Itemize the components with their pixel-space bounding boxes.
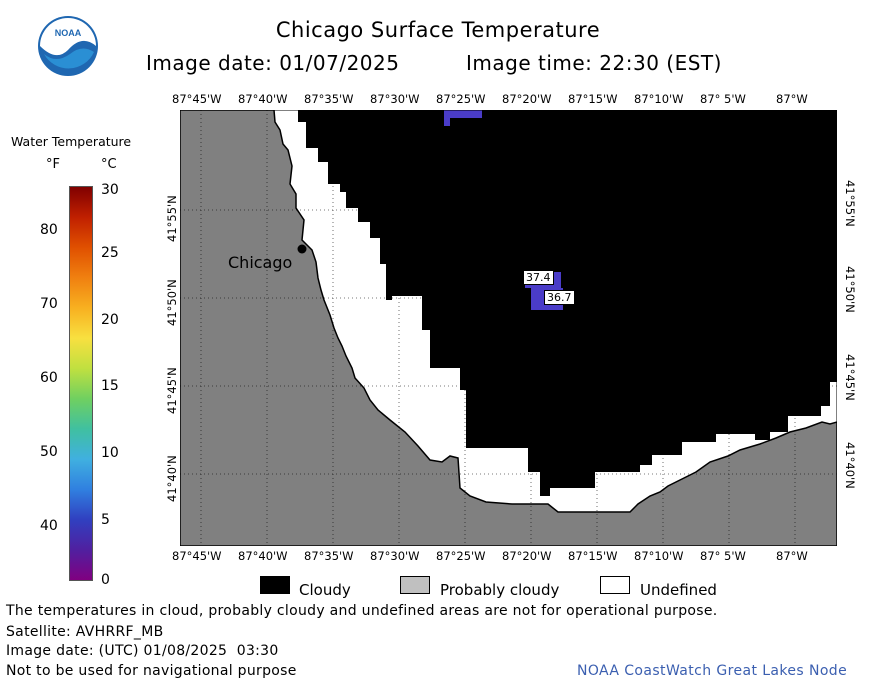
colorbar-f-label: 80 [40,222,58,238]
lat-tick-label-left: 41°50'N [165,279,179,326]
lat-tick-label-left: 41°55'N [165,195,179,242]
colorbar-f-label: 60 [40,370,58,386]
cloudy-legend-label: Cloudy [299,581,351,599]
image-date: Image date: 01/07/2025 [146,51,400,75]
unit-f: °F [46,157,60,172]
temperature-value-label: 37.4 [523,270,554,285]
lon-tick-label: 87°40'W [238,92,288,106]
satellite: Satellite: AVHRRF_MB [6,624,164,640]
temperature-pixel [444,118,450,126]
lon-tick-label: 87°40'W [238,549,288,563]
probably-cloudy-swatch [400,576,430,594]
colorbar-f-label: 40 [40,518,58,534]
lon-tick-label: 87°25'W [436,549,486,563]
lon-tick-label: 87°20'W [502,549,552,563]
undefined-legend-label: Undefined [640,581,717,599]
lon-tick-label: 87°10'W [634,92,684,106]
lon-tick-label: 87°35'W [304,92,354,106]
colorbar-c-label: 25 [101,245,119,261]
lon-tick-label: 87°45'W [172,549,222,563]
lon-tick-label: 87°20'W [502,92,552,106]
lon-tick-label: 87°30'W [370,92,420,106]
colorbar-gradient [69,186,93,581]
disclaimer: The temperatures in cloud, probably clou… [6,603,718,619]
colorbar-c-label: 15 [101,378,119,394]
lon-tick-label: 87° 5'W [700,549,746,563]
lon-labels-top: 87°45'W 87°40'W 87°35'W 87°30'W 87°25'W … [0,92,876,108]
lon-tick-label: 87°W [776,92,808,106]
colorbar-f-label: 50 [40,444,58,460]
credit: NOAA CoastWatch Great Lakes Node [577,663,848,679]
lat-tick-label-right: 41°55'N [843,180,857,227]
noaa-logo-text: NOAA [55,28,82,38]
graticule [180,110,837,546]
lon-tick-label: 87°15'W [568,92,618,106]
lon-tick-label: 87°35'W [304,549,354,563]
noaa-logo: NOAA [36,14,100,78]
map [180,110,837,546]
lon-tick-label: 87°15'W [568,549,618,563]
temperature-value-label: 36.7 [544,290,575,305]
lon-labels-bottom: 87°45'W 87°40'W 87°35'W 87°30'W 87°25'W … [0,549,876,565]
nav-warning: Not to be used for navigational purpose [6,663,297,679]
lon-tick-label: 87°30'W [370,549,420,563]
lat-tick-label-left: 41°45'N [165,367,179,414]
cloudy-swatch [260,576,290,594]
land-region [180,110,837,546]
page-title: Chicago Surface Temperature [275,18,601,42]
colorbar-c-label: 20 [101,312,119,328]
lon-tick-label: 87°W [776,549,808,563]
lon-tick-label: 87°10'W [634,549,684,563]
colorbar-f-label: 70 [40,296,58,312]
colorbar-c-label: 30 [101,182,119,198]
lat-tick-label-right: 41°45'N [843,354,857,401]
colorbar-c-label: 5 [101,512,110,528]
lat-tick-label-right: 41°50'N [843,266,857,313]
chicago-marker [297,244,307,254]
lat-tick-label-right: 41°40'N [843,442,857,489]
colorbar: Water Temperature °F °C 80 70 60 50 40 3… [0,130,160,590]
utc-date: Image date: (UTC) 01/08/2025 03:30 [6,643,279,659]
colorbar-title: Water Temperature [11,134,132,149]
lat-tick-label-left: 41°40'N [165,455,179,502]
colorbar-c-label: 10 [101,445,119,461]
city-label: Chicago [228,253,293,272]
unit-c: °C [101,157,117,172]
undefined-swatch [600,576,630,594]
colorbar-c-label: 0 [101,572,110,588]
lon-tick-label: 87°25'W [436,92,486,106]
lon-tick-label: 87° 5'W [700,92,746,106]
probably-cloudy-legend-label: Probably cloudy [440,581,560,599]
image-time: Image time: 22:30 (EST) [466,51,722,75]
temperature-pixel [444,110,482,118]
lon-tick-label: 87°45'W [172,92,222,106]
